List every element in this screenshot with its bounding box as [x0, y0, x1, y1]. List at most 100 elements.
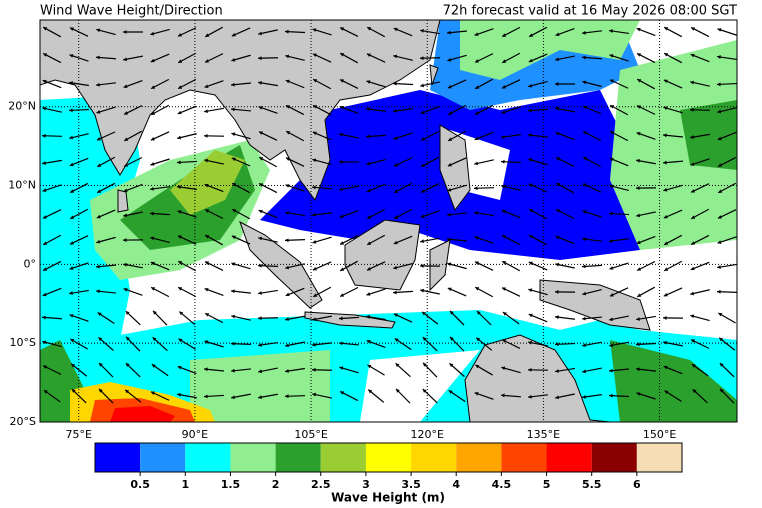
wind-arrow	[258, 209, 278, 219]
wind-arrow	[528, 288, 548, 296]
arrow-head	[609, 29, 613, 33]
arrow-head	[69, 54, 74, 58]
wind-arrow	[312, 236, 332, 244]
wind-arrow	[447, 262, 467, 270]
arrow-head	[231, 314, 236, 319]
arrow-head	[528, 367, 532, 372]
wind-arrow	[366, 261, 386, 271]
arrow-head	[340, 241, 345, 245]
wind-arrow	[231, 208, 251, 220]
wind-arrow	[716, 289, 737, 294]
arrow-head	[449, 310, 454, 315]
arrow-head	[555, 315, 559, 320]
wind-arrow	[123, 79, 143, 89]
arrow-head	[663, 365, 668, 370]
arrow-head	[43, 27, 48, 31]
arrow-head	[42, 215, 47, 219]
wind-arrow	[177, 27, 197, 37]
colorbar-tick-label: 4.5	[492, 478, 512, 491]
wind-arrow	[204, 158, 224, 165]
wind-arrow	[69, 54, 89, 62]
wind-arrow	[367, 364, 385, 376]
arrow-head	[339, 160, 343, 164]
map-axes: 75°E 90°E 105°E 120°E 135°E 150°E 20°N 10°N 0° 10…	[8, 100, 676, 441]
lon-label: 90°E	[182, 428, 208, 441]
arrow-head	[285, 317, 289, 322]
wind-arrow	[664, 390, 682, 402]
arrow-head	[367, 215, 372, 219]
arrow-head	[420, 288, 425, 293]
wind-arrow	[582, 183, 602, 193]
arrow-head	[96, 239, 101, 244]
wind-arrow	[42, 260, 62, 272]
arrow-head	[609, 238, 613, 243]
arrow-head	[555, 32, 560, 37]
arrow-head	[231, 57, 236, 62]
wind-arrow	[474, 261, 494, 271]
wind-arrow	[395, 362, 411, 378]
wind-arrow	[178, 311, 196, 325]
arrow-head	[501, 135, 505, 139]
arrow-head	[69, 108, 73, 113]
wind-arrow	[339, 286, 359, 298]
wind-arrow	[690, 26, 710, 38]
arrow-head	[609, 79, 614, 83]
wind-arrow	[608, 393, 630, 398]
arrow-head	[150, 136, 155, 141]
arrow-head	[528, 261, 533, 266]
wind-arrow	[258, 393, 278, 400]
arrow-head	[394, 338, 399, 342]
arrow-head	[663, 340, 667, 345]
arrow-head	[720, 388, 724, 393]
arrow-head	[447, 162, 452, 167]
wind-arrow	[231, 54, 251, 62]
wind-arrow	[339, 366, 359, 374]
lat-label: 10°S	[10, 336, 36, 349]
colorbar-cell	[546, 443, 592, 472]
arrow-head	[393, 81, 397, 86]
colorbar-cell	[275, 443, 321, 472]
arrow-head	[177, 135, 182, 140]
arrow-head	[151, 85, 156, 89]
wind-arrow	[449, 362, 465, 378]
arrow-head	[717, 82, 721, 87]
arrow-head	[150, 391, 155, 395]
wind-arrow	[662, 160, 684, 165]
arrow-head	[70, 339, 75, 343]
wind-arrow	[690, 80, 710, 87]
wind-arrow	[96, 106, 116, 114]
wind-arrow	[204, 26, 224, 38]
wind-arrow	[204, 287, 224, 296]
wind-arrow	[311, 212, 333, 217]
wind-arrow	[149, 211, 171, 216]
arrow-head	[43, 267, 48, 271]
wind-arrow	[230, 107, 252, 112]
wind-arrow	[420, 288, 440, 295]
arrow-head	[43, 390, 48, 394]
arrow-head	[313, 105, 318, 109]
arrow-head	[637, 79, 642, 83]
wind-arrow	[447, 157, 467, 167]
wind-arrow	[365, 134, 387, 139]
arrow-head	[528, 288, 533, 293]
wind-arrow	[395, 388, 411, 404]
arrow-head	[448, 137, 453, 141]
wind-arrow	[312, 158, 332, 166]
arrow-head	[366, 292, 371, 296]
wind-arrow	[554, 82, 576, 86]
wind-arrow	[257, 56, 279, 61]
arrow-head	[609, 393, 613, 398]
arrow-head	[582, 183, 587, 188]
wind-arrow	[150, 104, 170, 116]
wind-arrow	[123, 55, 143, 62]
wind-arrow	[98, 362, 114, 378]
arrow-head	[421, 163, 426, 167]
wind-arrow	[663, 79, 683, 89]
arrow-head	[555, 369, 559, 373]
wind-arrow	[231, 262, 251, 270]
wind-arrow	[663, 26, 683, 38]
wind-arrow	[312, 286, 332, 298]
wind-arrow	[96, 131, 116, 141]
arrow-head	[258, 31, 263, 36]
wind-arrow	[177, 286, 197, 298]
